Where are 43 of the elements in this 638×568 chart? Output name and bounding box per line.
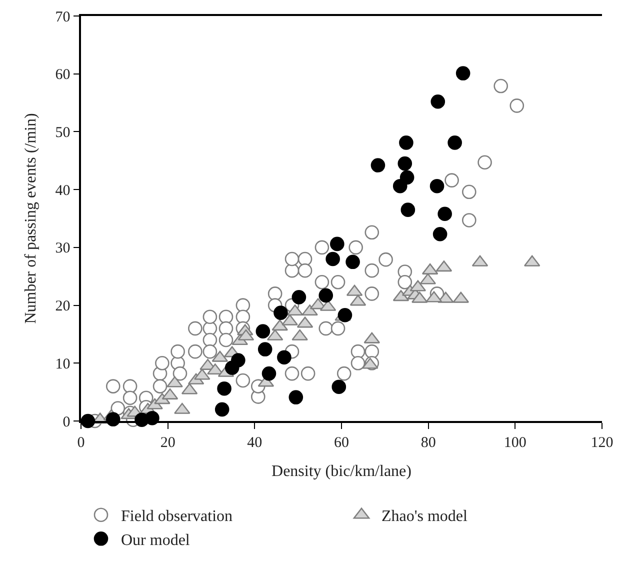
point: [430, 178, 444, 194]
point: [448, 136, 462, 150]
y-tick-label: 30: [55, 240, 70, 257]
x-tick-label: 120: [590, 434, 614, 451]
y-axis-title: Number of passing events (/min): [22, 113, 40, 324]
point: [292, 290, 306, 304]
y-tick-label: 50: [55, 124, 70, 141]
point: [346, 254, 360, 270]
point: [398, 156, 412, 171]
point: [326, 252, 340, 266]
point: [258, 342, 272, 356]
y-tick-label: 40: [55, 182, 70, 199]
y-tick-label: 20: [55, 298, 70, 315]
point: [256, 324, 270, 338]
point: [338, 308, 352, 322]
legend-label: Zhao's model: [382, 508, 468, 526]
x-axis-title: Density (bic/km/lane): [272, 462, 412, 480]
point: [318, 288, 334, 303]
x-tick-label: 40: [247, 434, 262, 451]
point: [456, 66, 470, 80]
point: [370, 158, 386, 172]
point: [432, 226, 448, 242]
y-tick-label: 0: [62, 414, 70, 430]
legend-label: Our model: [121, 532, 190, 549]
y-tick-label: 70: [55, 9, 70, 26]
point: [262, 366, 276, 381]
legend-label: Field observation: [121, 508, 233, 526]
point: [217, 381, 232, 396]
x-tick-label: 20: [160, 434, 176, 451]
point: [430, 94, 446, 109]
point: [392, 178, 408, 194]
x-tick-label: 60: [334, 434, 349, 451]
y-tick-label: 10: [55, 356, 70, 372]
x-tick-label: 80: [420, 434, 436, 451]
point: [399, 136, 414, 150]
y-tick-label: 60: [55, 67, 70, 84]
point: [438, 206, 452, 222]
point: [400, 202, 416, 217]
x-tick-label: 0: [77, 434, 85, 451]
point: [330, 236, 344, 252]
point: [231, 353, 246, 368]
x-tick-label: 100: [504, 434, 526, 451]
point: [274, 306, 288, 320]
